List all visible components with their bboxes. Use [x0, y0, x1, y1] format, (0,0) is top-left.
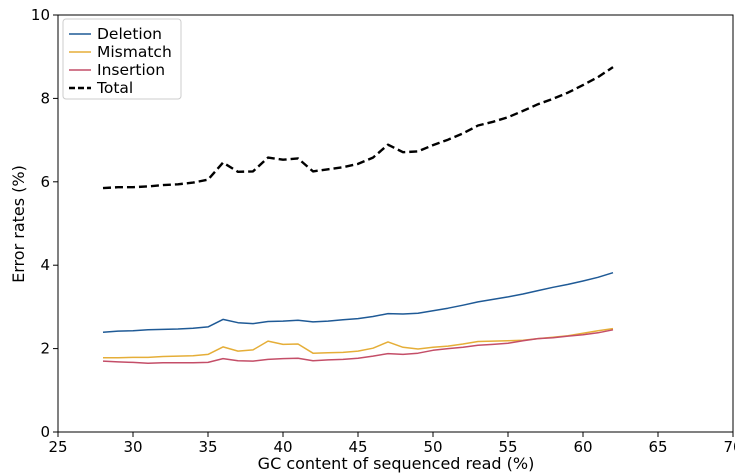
x-tick-label: 55: [498, 438, 517, 456]
series-line-deletion: [102, 271, 614, 334]
x-tick-label: 25: [48, 438, 67, 456]
legend-label-insertion: Insertion: [97, 61, 165, 79]
legend-label-mismatch: Mismatch: [97, 43, 172, 61]
series-line-mismatch: [103, 327, 614, 359]
x-tick-label: 45: [348, 438, 367, 456]
x-axis-label: GC content of sequenced read (%): [258, 454, 535, 473]
x-tick-label: 35: [198, 438, 217, 456]
x-tick-label: 65: [648, 438, 667, 456]
legend-label-deletion: Deletion: [97, 25, 162, 43]
x-tick-label: 60: [573, 438, 592, 456]
plot-frame: [57, 14, 734, 433]
axes: 25 30 35 40 45 50 55 60 65 70 0 2 4 6 8 10: [31, 6, 735, 456]
plot-area: [102, 66, 614, 364]
y-tick-label: 2: [40, 340, 50, 358]
legend-box: [62, 18, 182, 100]
y-tick-label: 4: [40, 256, 50, 274]
legend-label-total: Total: [96, 79, 133, 97]
series-line-insertion: [102, 329, 614, 364]
x-tick-label: 50: [423, 438, 442, 456]
y-tick-label: 8: [40, 89, 50, 107]
y-axis-label: Error rates (%): [9, 165, 28, 283]
x-tick-label: 40: [273, 438, 292, 456]
x-tick-label: 30: [123, 438, 142, 456]
y-tick-label: 0: [40, 423, 50, 441]
y-tick-label: 6: [40, 173, 50, 191]
x-tick-label: 70: [723, 438, 735, 456]
series-line-total: [102, 66, 614, 190]
y-tick-label: 10: [31, 6, 50, 24]
